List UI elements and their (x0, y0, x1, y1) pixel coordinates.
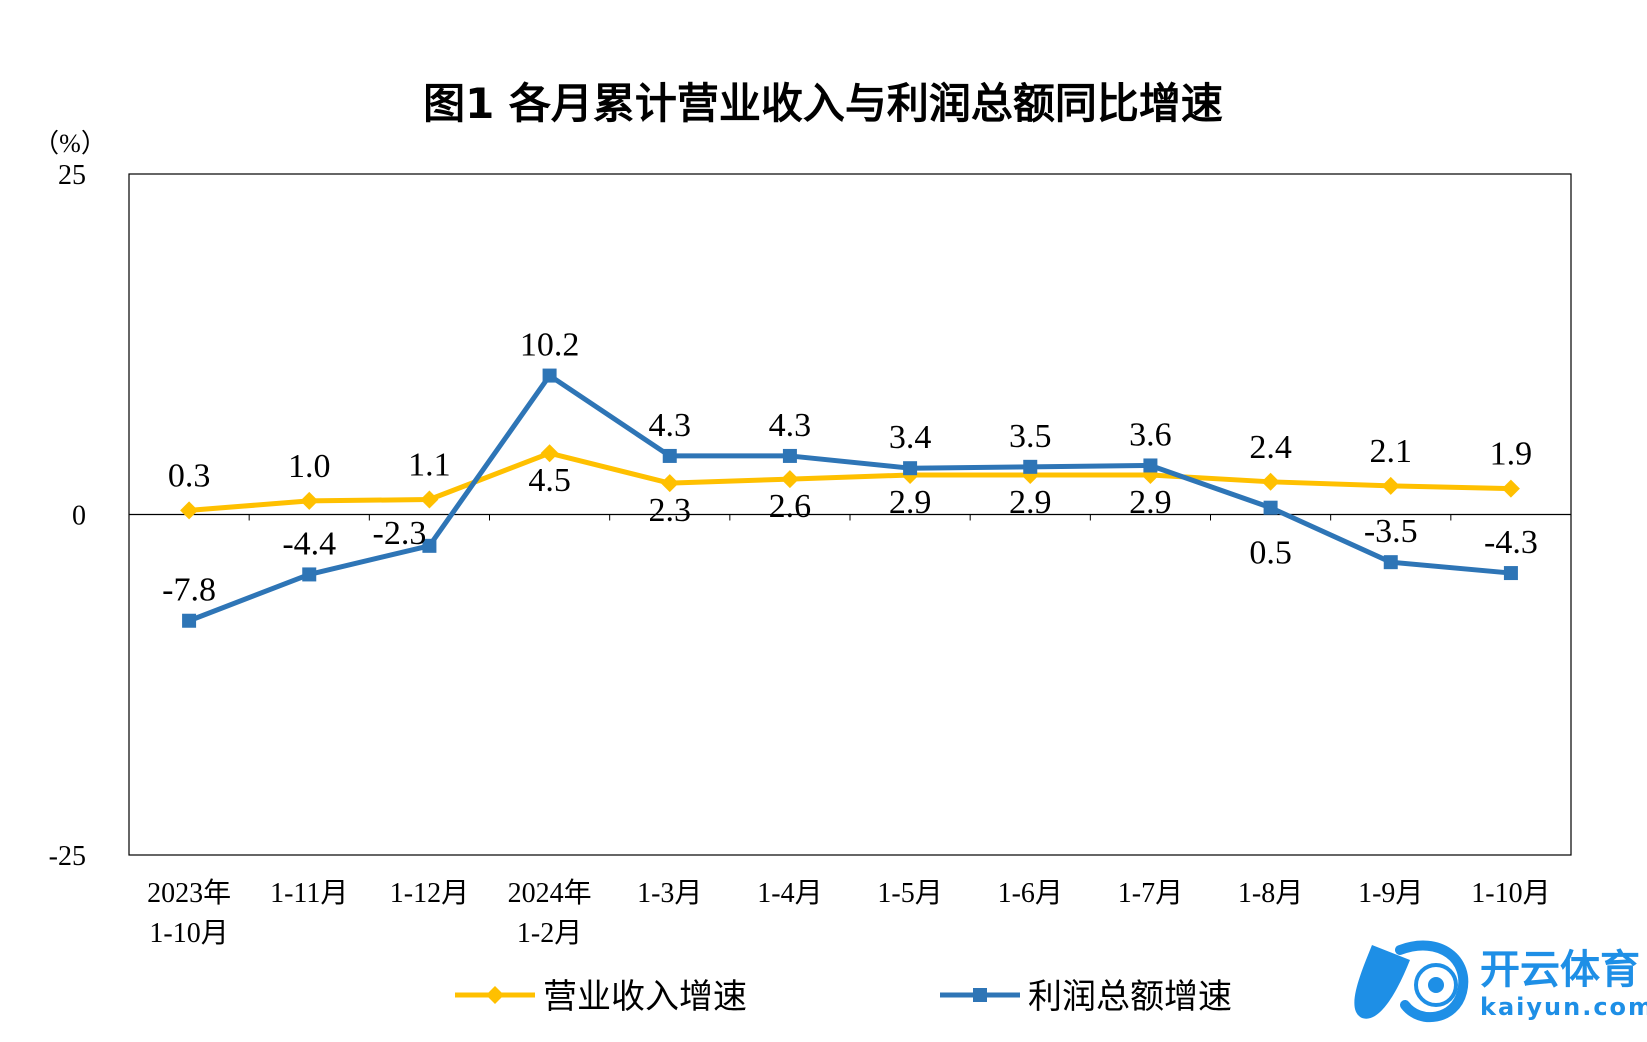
profit-data-label: -2.3 (373, 515, 427, 552)
x-tick-label: 1-7月 (1118, 878, 1183, 909)
x-tick-label: 1-11月 (270, 878, 348, 909)
profit-point (782, 448, 797, 463)
profit-legend-label: 利润总额增速 (1028, 977, 1232, 1017)
revenue-data-label: 1.9 (1490, 436, 1533, 473)
revenue-point (300, 491, 319, 510)
y-tick-label: 25 (58, 160, 86, 191)
profit-point (542, 368, 557, 383)
revenue-legend-label: 营业收入增速 (543, 977, 747, 1017)
revenue-point (780, 470, 799, 489)
revenue-point (180, 501, 199, 520)
revenue-data-label: 4.5 (528, 462, 571, 499)
y-axis-unit-label: （%） (33, 129, 107, 158)
profit-point (903, 461, 918, 476)
revenue-series-line (188, 450, 1511, 513)
profit-point (662, 448, 677, 463)
profit-data-label: 10.2 (520, 327, 580, 364)
x-tick-label: 1-5月 (877, 878, 942, 909)
revenue-data-label: 2.3 (649, 492, 692, 529)
profit-data-label: 4.3 (649, 407, 692, 444)
x-tick-label: 2023年 (147, 877, 231, 909)
x-tick-label: 2024年 (508, 877, 592, 909)
revenue-data-label: 1.1 (408, 447, 451, 484)
profit-point (422, 538, 437, 553)
y-tick-label: 0 (72, 501, 86, 532)
profit-data-label: -4.3 (1484, 524, 1538, 561)
watermark-en: kaiyun.com (1480, 993, 1647, 1021)
x-tick-label: 1-4月 (757, 878, 822, 909)
revenue-point (660, 474, 679, 493)
x-tick-label: 1-2月 (517, 918, 582, 949)
revenue-data-label: 2.9 (1009, 484, 1052, 521)
x-tick-label: 1-9月 (1358, 878, 1423, 909)
watermark-k-icon (1354, 940, 1469, 1023)
revenue-data-label: 2.1 (1370, 433, 1413, 470)
profit-data-label: -4.4 (282, 525, 336, 562)
watermark-logo: 开云体育 kaiyun.com (1354, 940, 1647, 1023)
profit-point (302, 567, 317, 582)
revenue-point (1261, 472, 1280, 491)
revenue-data-label: 2.9 (889, 484, 932, 521)
watermark-cn: 开云体育 (1480, 947, 1640, 993)
profit-data-label: 3.6 (1129, 416, 1172, 453)
revenue-data-label: 1.0 (288, 448, 331, 485)
chart-title: 图1 各月累计营业收入与利润总额同比增速 (423, 79, 1223, 128)
profit-point (1503, 566, 1518, 581)
x-tick-label: 1-3月 (637, 878, 702, 909)
x-tick-label: 1-8月 (1238, 878, 1303, 909)
profit-series-line (188, 373, 1512, 624)
profit-data-label: 3.4 (889, 419, 932, 456)
profit-point (1383, 555, 1398, 570)
y-tick-label: -25 (49, 841, 86, 872)
x-tick-label: 1-10月 (1471, 878, 1550, 909)
profit-point (1023, 459, 1038, 474)
x-tick-label: 1-12月 (390, 878, 469, 909)
profit-data-label: -3.5 (1364, 513, 1418, 550)
profit-point (1143, 458, 1158, 473)
x-tick-label: 1-10月 (149, 918, 228, 949)
profit-data-label: 4.3 (769, 407, 812, 444)
revenue-point (1381, 476, 1400, 495)
profit-point (1263, 500, 1278, 515)
x-tick-label: 1-6月 (998, 878, 1063, 909)
revenue-point (420, 490, 439, 509)
revenue-point (1501, 479, 1520, 498)
profit-data-label: 0.5 (1249, 535, 1292, 572)
revenue-point (540, 444, 559, 463)
revenue-data-label: 0.3 (168, 457, 211, 494)
profit-data-label: 3.5 (1009, 418, 1052, 455)
profit-data-label: -7.8 (162, 572, 216, 609)
profit-legend-marker (973, 988, 987, 1002)
revenue-data-label: 2.9 (1129, 484, 1172, 521)
revenue-data-label: 2.6 (769, 488, 812, 525)
profit-point (182, 613, 197, 628)
revenue-legend-marker (486, 986, 504, 1004)
revenue-data-label: 2.4 (1249, 429, 1292, 466)
